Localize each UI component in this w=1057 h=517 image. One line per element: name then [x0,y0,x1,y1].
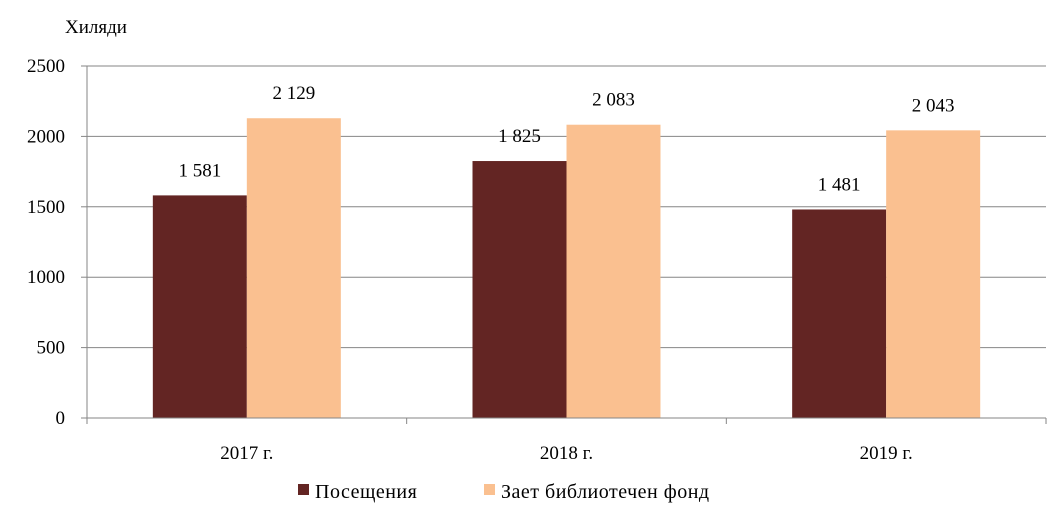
legend-swatch [484,484,495,495]
bar-visits-2 [792,209,887,418]
bars [152,118,981,419]
data-label: 2 129 [272,83,315,104]
y-tick-label: 500 [37,338,66,359]
bar-loaned-fund-0 [246,118,341,418]
legend-label: Посещения [315,481,417,503]
axes [81,65,1047,424]
labels: 0 500 1000 1500 2000 2500 1 581 2 129 2017 г. 1 8… [27,56,955,464]
x-tick-label: 2017 г. [220,443,273,464]
bar-visits-1 [472,161,567,419]
data-label: 1 825 [498,126,541,147]
x-tick-label: 2018 г. [540,443,593,464]
y-tick-label: 1000 [27,267,65,288]
y-tick-label: 1500 [27,197,65,218]
y-tick-label: 0 [56,408,66,429]
data-label: 1 581 [178,160,221,181]
x-tick-label: 2019 г. [860,443,913,464]
legend-swatch [298,484,309,495]
data-label: 2 083 [592,90,635,111]
legend-label: Зает библиотечен фонд [501,481,710,503]
bar-loaned-fund-2 [886,130,981,419]
data-label: 2 043 [912,95,955,116]
data-label: 1 481 [818,174,861,195]
bar-loaned-fund-1 [566,124,661,419]
y-tick-label: 2500 [27,56,65,77]
bar-visits-0 [152,195,247,418]
y-axis-unit-label: Хиляди [65,17,127,38]
y-tick-label: 2000 [27,126,65,147]
legend: Посещения Зает библиотечен фонд [298,481,710,503]
